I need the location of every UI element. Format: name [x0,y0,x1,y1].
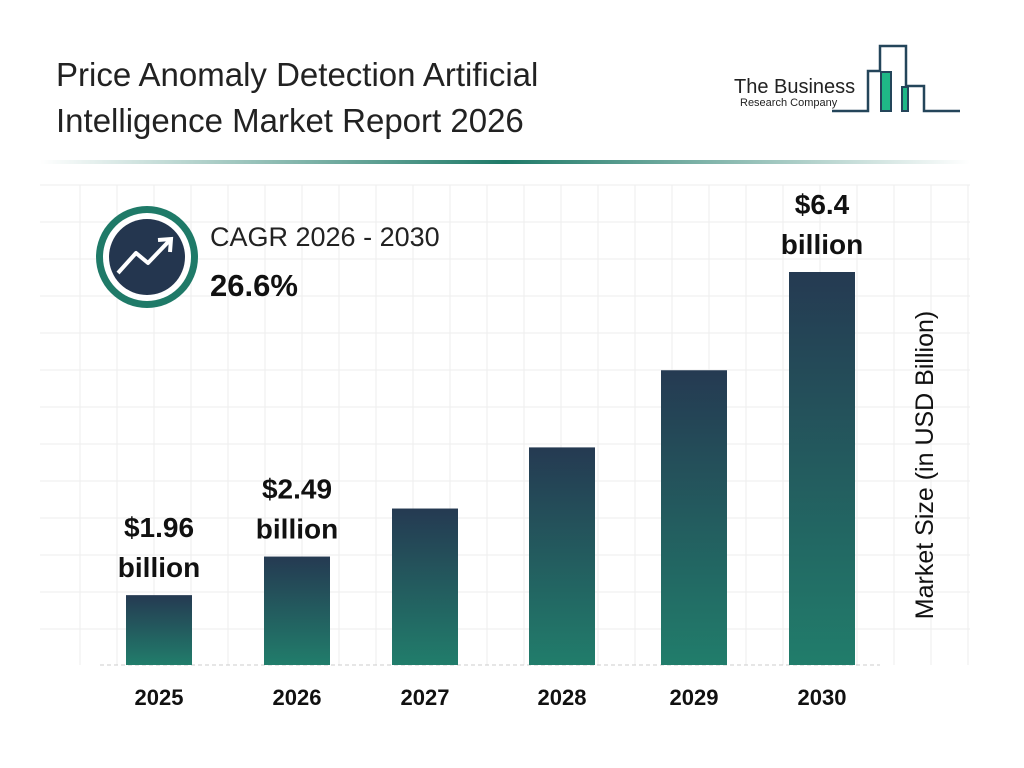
cagr-value: 26.6% [210,268,298,303]
cagr-label: CAGR 2026 - 2030 [210,222,440,252]
title-line2: Intelligence Market Report 2026 [56,102,524,139]
bar-2029 [661,370,727,665]
cagr-badge [96,206,198,308]
x-tick-label: 2028 [538,685,587,710]
title-line1: Price Anomaly Detection Artificial [56,56,539,93]
x-tick-label: 2026 [273,685,322,710]
bar-2028 [529,447,595,665]
data-label: $1.96 [124,512,194,543]
page-title: Price Anomaly Detection Artificial Intel… [56,52,538,144]
x-tick-label: 2027 [401,685,450,710]
bar-2027 [392,508,458,665]
logo: The Business Research Company [734,44,960,113]
bar-2026 [264,556,330,665]
bar-2030 [789,272,855,665]
y-axis-label: Market Size (in USD Billion) [911,311,939,619]
data-label: billion [781,229,863,260]
data-label: billion [256,514,338,545]
data-label: billion [118,552,200,583]
x-tick-label: 2030 [798,685,847,710]
data-label: $6.4 [795,189,850,220]
logo-line1: The Business [734,76,855,98]
x-tick-label: 2025 [135,685,184,710]
trending-up-icon [116,238,172,275]
x-tick-label: 2029 [670,685,719,710]
data-label: $2.49 [262,474,332,505]
divider [40,160,970,164]
logo-line2: Research Company [740,97,838,109]
bar-2025 [126,595,192,665]
